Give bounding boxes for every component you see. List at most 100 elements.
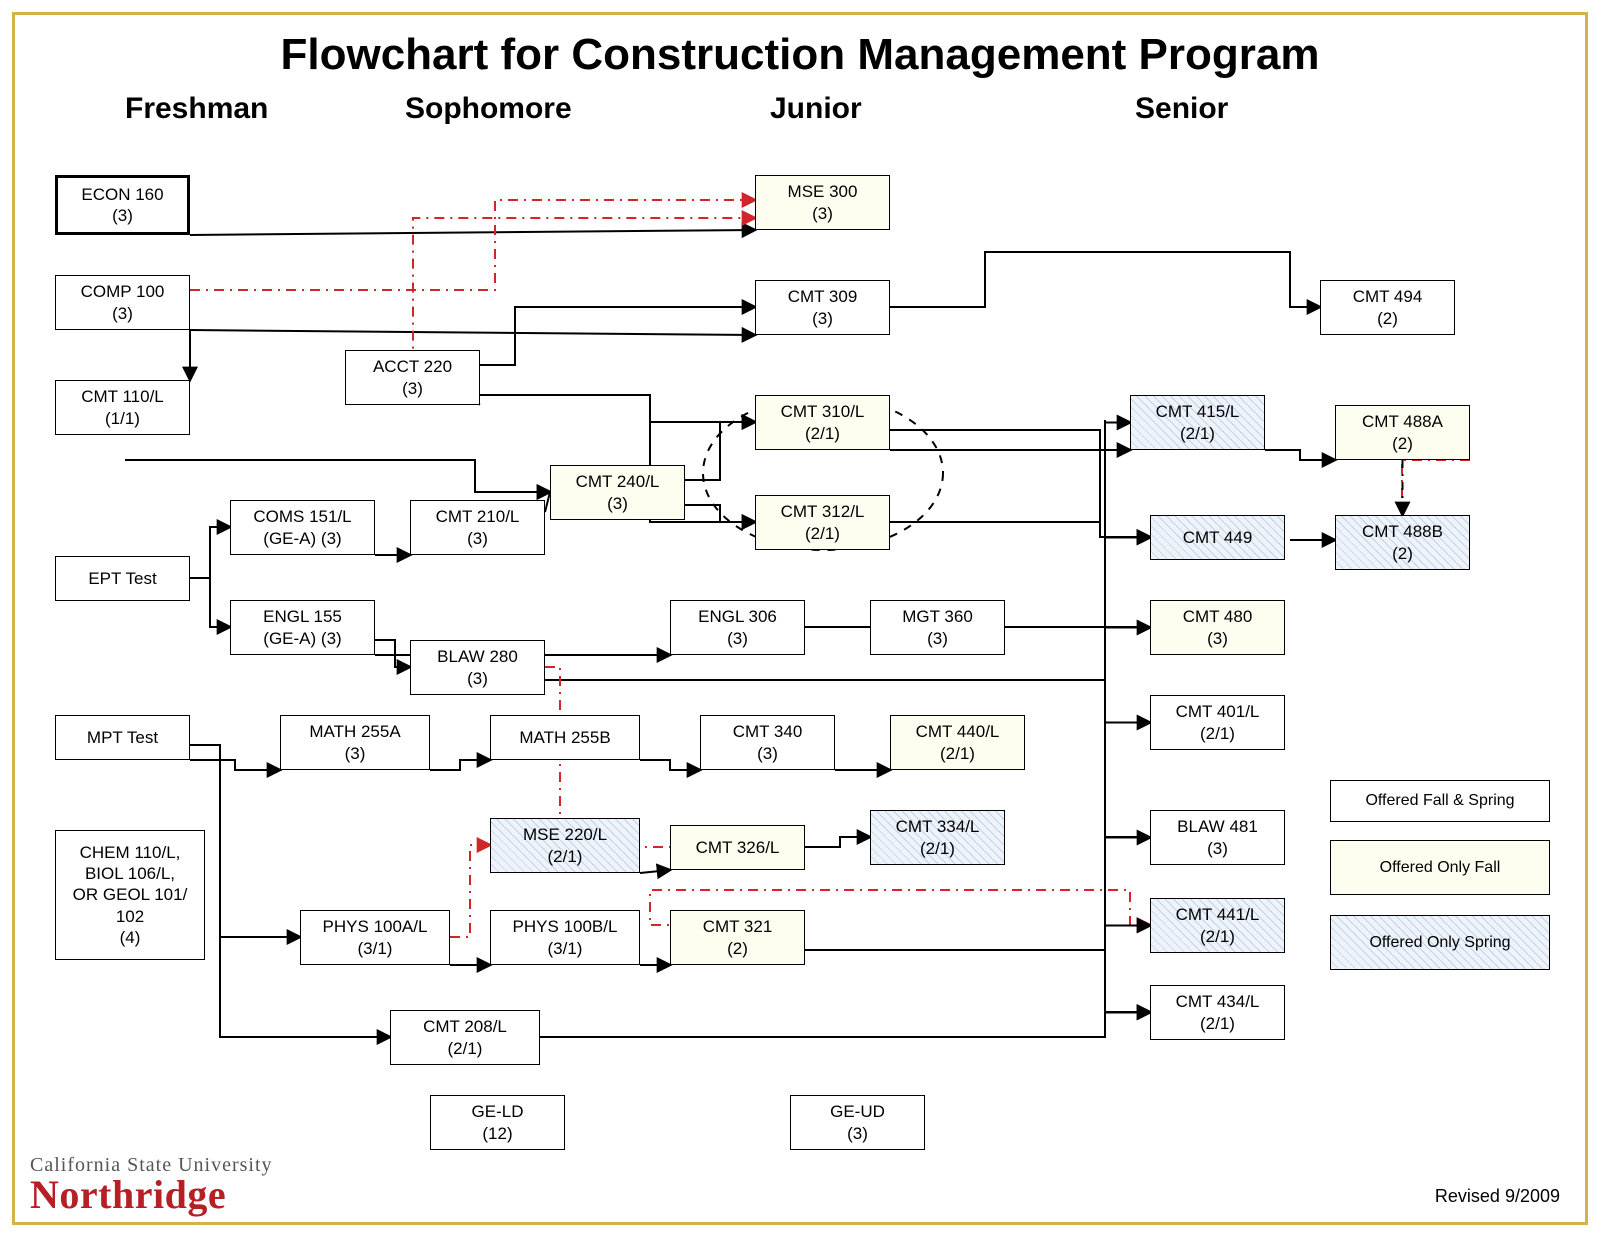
node-label: ECON 160 xyxy=(81,184,163,205)
node-cmt494: CMT 494(2) xyxy=(1320,280,1455,335)
node-cmt334: CMT 334/L(2/1) xyxy=(870,810,1005,865)
node-label: CMT 434/L xyxy=(1176,991,1260,1012)
node-label: GE-UD xyxy=(830,1101,885,1122)
node-units: (3) xyxy=(812,203,833,224)
node-ept: EPT Test xyxy=(55,556,190,601)
node-label: BLAW 280 xyxy=(437,646,518,667)
node-label: CMT 340 xyxy=(733,721,803,742)
node-label: CMT 488B xyxy=(1362,521,1443,542)
node-cmt440: CMT 440/L(2/1) xyxy=(890,715,1025,770)
node-units: (2/1) xyxy=(1200,723,1235,744)
node-label: MSE 220/L xyxy=(523,824,607,845)
node-cmt434: CMT 434/L(2/1) xyxy=(1150,985,1285,1040)
node-comp100: COMP 100(3) xyxy=(55,275,190,330)
node-label: PHYS 100A/L xyxy=(323,916,428,937)
node-units: (2) xyxy=(1392,543,1413,564)
node-label: OR GEOL 101/ xyxy=(73,884,188,905)
node-label: EPT Test xyxy=(88,568,156,589)
node-label: MATH 255B xyxy=(519,727,610,748)
legend-item: Offered Only Fall xyxy=(1330,840,1550,895)
node-label: 102 xyxy=(116,906,144,927)
node-cmt208: CMT 208/L(2/1) xyxy=(390,1010,540,1065)
node-units: (3/1) xyxy=(548,938,583,959)
logo-line2: Northridge xyxy=(30,1175,273,1215)
node-label: PHYS 100B/L xyxy=(513,916,618,937)
node-units: (3) xyxy=(847,1123,868,1144)
node-cmt240: CMT 240/L(3) xyxy=(550,465,685,520)
node-units: (2/1) xyxy=(805,523,840,544)
node-phys100b: PHYS 100B/L(3/1) xyxy=(490,910,640,965)
node-label: CHEM 110/L, xyxy=(80,842,181,863)
node-units: (2/1) xyxy=(548,846,583,867)
node-label: CMT 494 xyxy=(1353,286,1423,307)
node-label: CMT 326/L xyxy=(696,837,780,858)
node-units: (2/1) xyxy=(805,423,840,444)
node-label: ENGL 306 xyxy=(698,606,777,627)
node-label: CMT 334/L xyxy=(896,816,980,837)
node-engl155: ENGL 155(GE-A) (3) xyxy=(230,600,375,655)
node-units: (3/1) xyxy=(358,938,393,959)
node-label: CMT 110/L xyxy=(81,386,164,407)
node-units: (3) xyxy=(345,743,366,764)
node-label: ACCT 220 xyxy=(373,356,452,377)
node-label: COMS 151/L xyxy=(253,506,351,527)
node-label: CMT 240/L xyxy=(576,471,660,492)
node-label: CMT 449 xyxy=(1183,527,1253,548)
node-acct220: ACCT 220(3) xyxy=(345,350,480,405)
node-label: BLAW 481 xyxy=(1177,816,1258,837)
node-label: CMT 440/L xyxy=(916,721,1000,742)
column-header: Senior xyxy=(1135,92,1228,126)
node-label: CMT 401/L xyxy=(1176,701,1260,722)
node-geld: GE-LD(12) xyxy=(430,1095,565,1150)
node-cmt480: CMT 480(3) xyxy=(1150,600,1285,655)
node-label: CMT 480 xyxy=(1183,606,1253,627)
node-mse220: MSE 220/L(2/1) xyxy=(490,818,640,873)
node-cmt488b: CMT 488B(2) xyxy=(1335,515,1470,570)
node-label: CMT 312/L xyxy=(781,501,865,522)
node-cmt210: CMT 210/L(3) xyxy=(410,500,545,555)
node-engl306: ENGL 306(3) xyxy=(670,600,805,655)
node-cmt312: CMT 312/L(2/1) xyxy=(755,495,890,550)
node-cmt401: CMT 401/L(2/1) xyxy=(1150,695,1285,750)
node-label: CMT 309 xyxy=(788,286,858,307)
node-units: (12) xyxy=(482,1123,512,1144)
node-units: (3) xyxy=(467,528,488,549)
node-units: (3) xyxy=(1207,838,1228,859)
node-units: (2/1) xyxy=(1200,926,1235,947)
node-units: (3) xyxy=(467,668,488,689)
node-label: CMT 310/L xyxy=(781,401,865,422)
node-label: MPT Test xyxy=(87,727,158,748)
legend-item: Offered Only Spring xyxy=(1330,915,1550,970)
column-header: Sophomore xyxy=(405,92,572,126)
node-units: (2) xyxy=(727,938,748,959)
node-blaw481: BLAW 481(3) xyxy=(1150,810,1285,865)
node-units: (3) xyxy=(927,628,948,649)
node-label: COMP 100 xyxy=(81,281,165,302)
node-label: BIOL 106/L, xyxy=(85,863,175,884)
node-label: CMT 415/L xyxy=(1156,401,1240,422)
node-units: (3) xyxy=(112,205,133,226)
node-cmt309: CMT 309(3) xyxy=(755,280,890,335)
legend-item: Offered Fall & Spring xyxy=(1330,780,1550,822)
node-units: (2/1) xyxy=(940,743,975,764)
node-cmt415: CMT 415/L(2/1) xyxy=(1130,395,1265,450)
node-label: CMT 210/L xyxy=(436,506,520,527)
node-units: (3) xyxy=(112,303,133,324)
node-cmt110: CMT 110/L(1/1) xyxy=(55,380,190,435)
node-cmt310: CMT 310/L(2/1) xyxy=(755,395,890,450)
node-units: (3) xyxy=(607,493,628,514)
node-mpt: MPT Test xyxy=(55,715,190,760)
node-cmt326: CMT 326/L xyxy=(670,825,805,870)
node-cmt449: CMT 449 xyxy=(1150,515,1285,560)
node-mse300: MSE 300(3) xyxy=(755,175,890,230)
flowchart-page: Flowchart for Construction Management Pr… xyxy=(0,0,1600,1237)
node-mgt360: MGT 360(3) xyxy=(870,600,1005,655)
node-label: CMT 488A xyxy=(1362,411,1443,432)
node-label: CMT 208/L xyxy=(423,1016,507,1037)
node-cmt321: CMT 321(2) xyxy=(670,910,805,965)
node-units: (2/1) xyxy=(1180,423,1215,444)
column-header: Junior xyxy=(770,92,862,126)
node-cmt488a: CMT 488A(2) xyxy=(1335,405,1470,460)
node-units: (1/1) xyxy=(105,408,140,429)
csun-logo: California State University Northridge xyxy=(30,1155,273,1215)
